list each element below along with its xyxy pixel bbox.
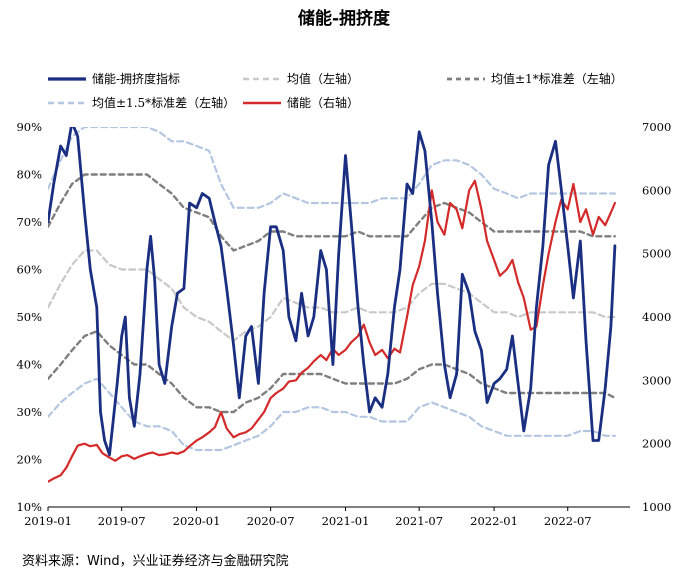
y-left-tick-label: 50% — [16, 310, 42, 324]
y-left-tick-label: 60% — [16, 263, 42, 277]
legend-label-3: 均值±1.5*标准差（左轴） — [92, 95, 235, 110]
x-tick-label: 2020-07 — [247, 514, 295, 528]
y-right-tick-label: 5000 — [642, 247, 671, 261]
x-tick-label: 2022-07 — [544, 514, 592, 528]
y-left-tick-label: 20% — [16, 453, 42, 467]
y-left-tick-label: 30% — [16, 405, 42, 419]
y-left-tick-label: 40% — [16, 358, 42, 372]
series-line-3 — [48, 330, 617, 414]
series-line-5 — [48, 377, 617, 452]
legend: 储能-拥挤度指标 均值（左轴） 均值±1*标准差（左轴） 均值±1.5*标准差（左轴）… — [48, 71, 623, 110]
series-line-0 — [48, 127, 617, 457]
x-tick-label: 2021-01 — [322, 514, 370, 528]
x-tick-label: 2019-01 — [24, 514, 72, 528]
series-line-1 — [48, 249, 617, 342]
y-left-tick-label: 10% — [16, 500, 42, 514]
y-right-tick-label: 2000 — [642, 437, 671, 451]
y-right-tick-label: 7000 — [642, 120, 671, 134]
axes: 10% 20% 30% 40% 50% 60% 70% 80% 90% 1000 2000 3000 4… — [16, 120, 671, 528]
y-right-tick-label: 3000 — [642, 373, 671, 387]
x-tick-label: 2022-01 — [470, 514, 518, 528]
x-tick-label: 2021-07 — [395, 514, 443, 528]
y-right-tick-label: 1000 — [642, 500, 671, 514]
y-left-tick-label: 90% — [16, 120, 42, 134]
legend-label-4: 储能（右轴） — [287, 95, 359, 110]
legend-label-1: 均值（左轴） — [287, 71, 359, 86]
y-left-tick-label: 80% — [16, 168, 42, 182]
legend-label-2: 均值±1*标准差（左轴） — [491, 71, 623, 86]
series-group — [48, 127, 617, 483]
y-right-tick-label: 6000 — [642, 183, 671, 197]
y-left-tick-label: 70% — [16, 215, 42, 229]
x-tick-label: 2019-07 — [98, 514, 146, 528]
x-tick-label: 2020-01 — [173, 514, 221, 528]
source-note: 资料来源：Wind，兴业证券经济与金融研究院 — [22, 553, 289, 569]
y-right-tick-label: 4000 — [642, 310, 671, 324]
chart-title: 储能-拥挤度 — [298, 8, 391, 29]
series-line-4 — [48, 127, 617, 209]
legend-label-0: 储能-拥挤度指标 — [92, 71, 180, 86]
series-line-2 — [48, 173, 617, 252]
